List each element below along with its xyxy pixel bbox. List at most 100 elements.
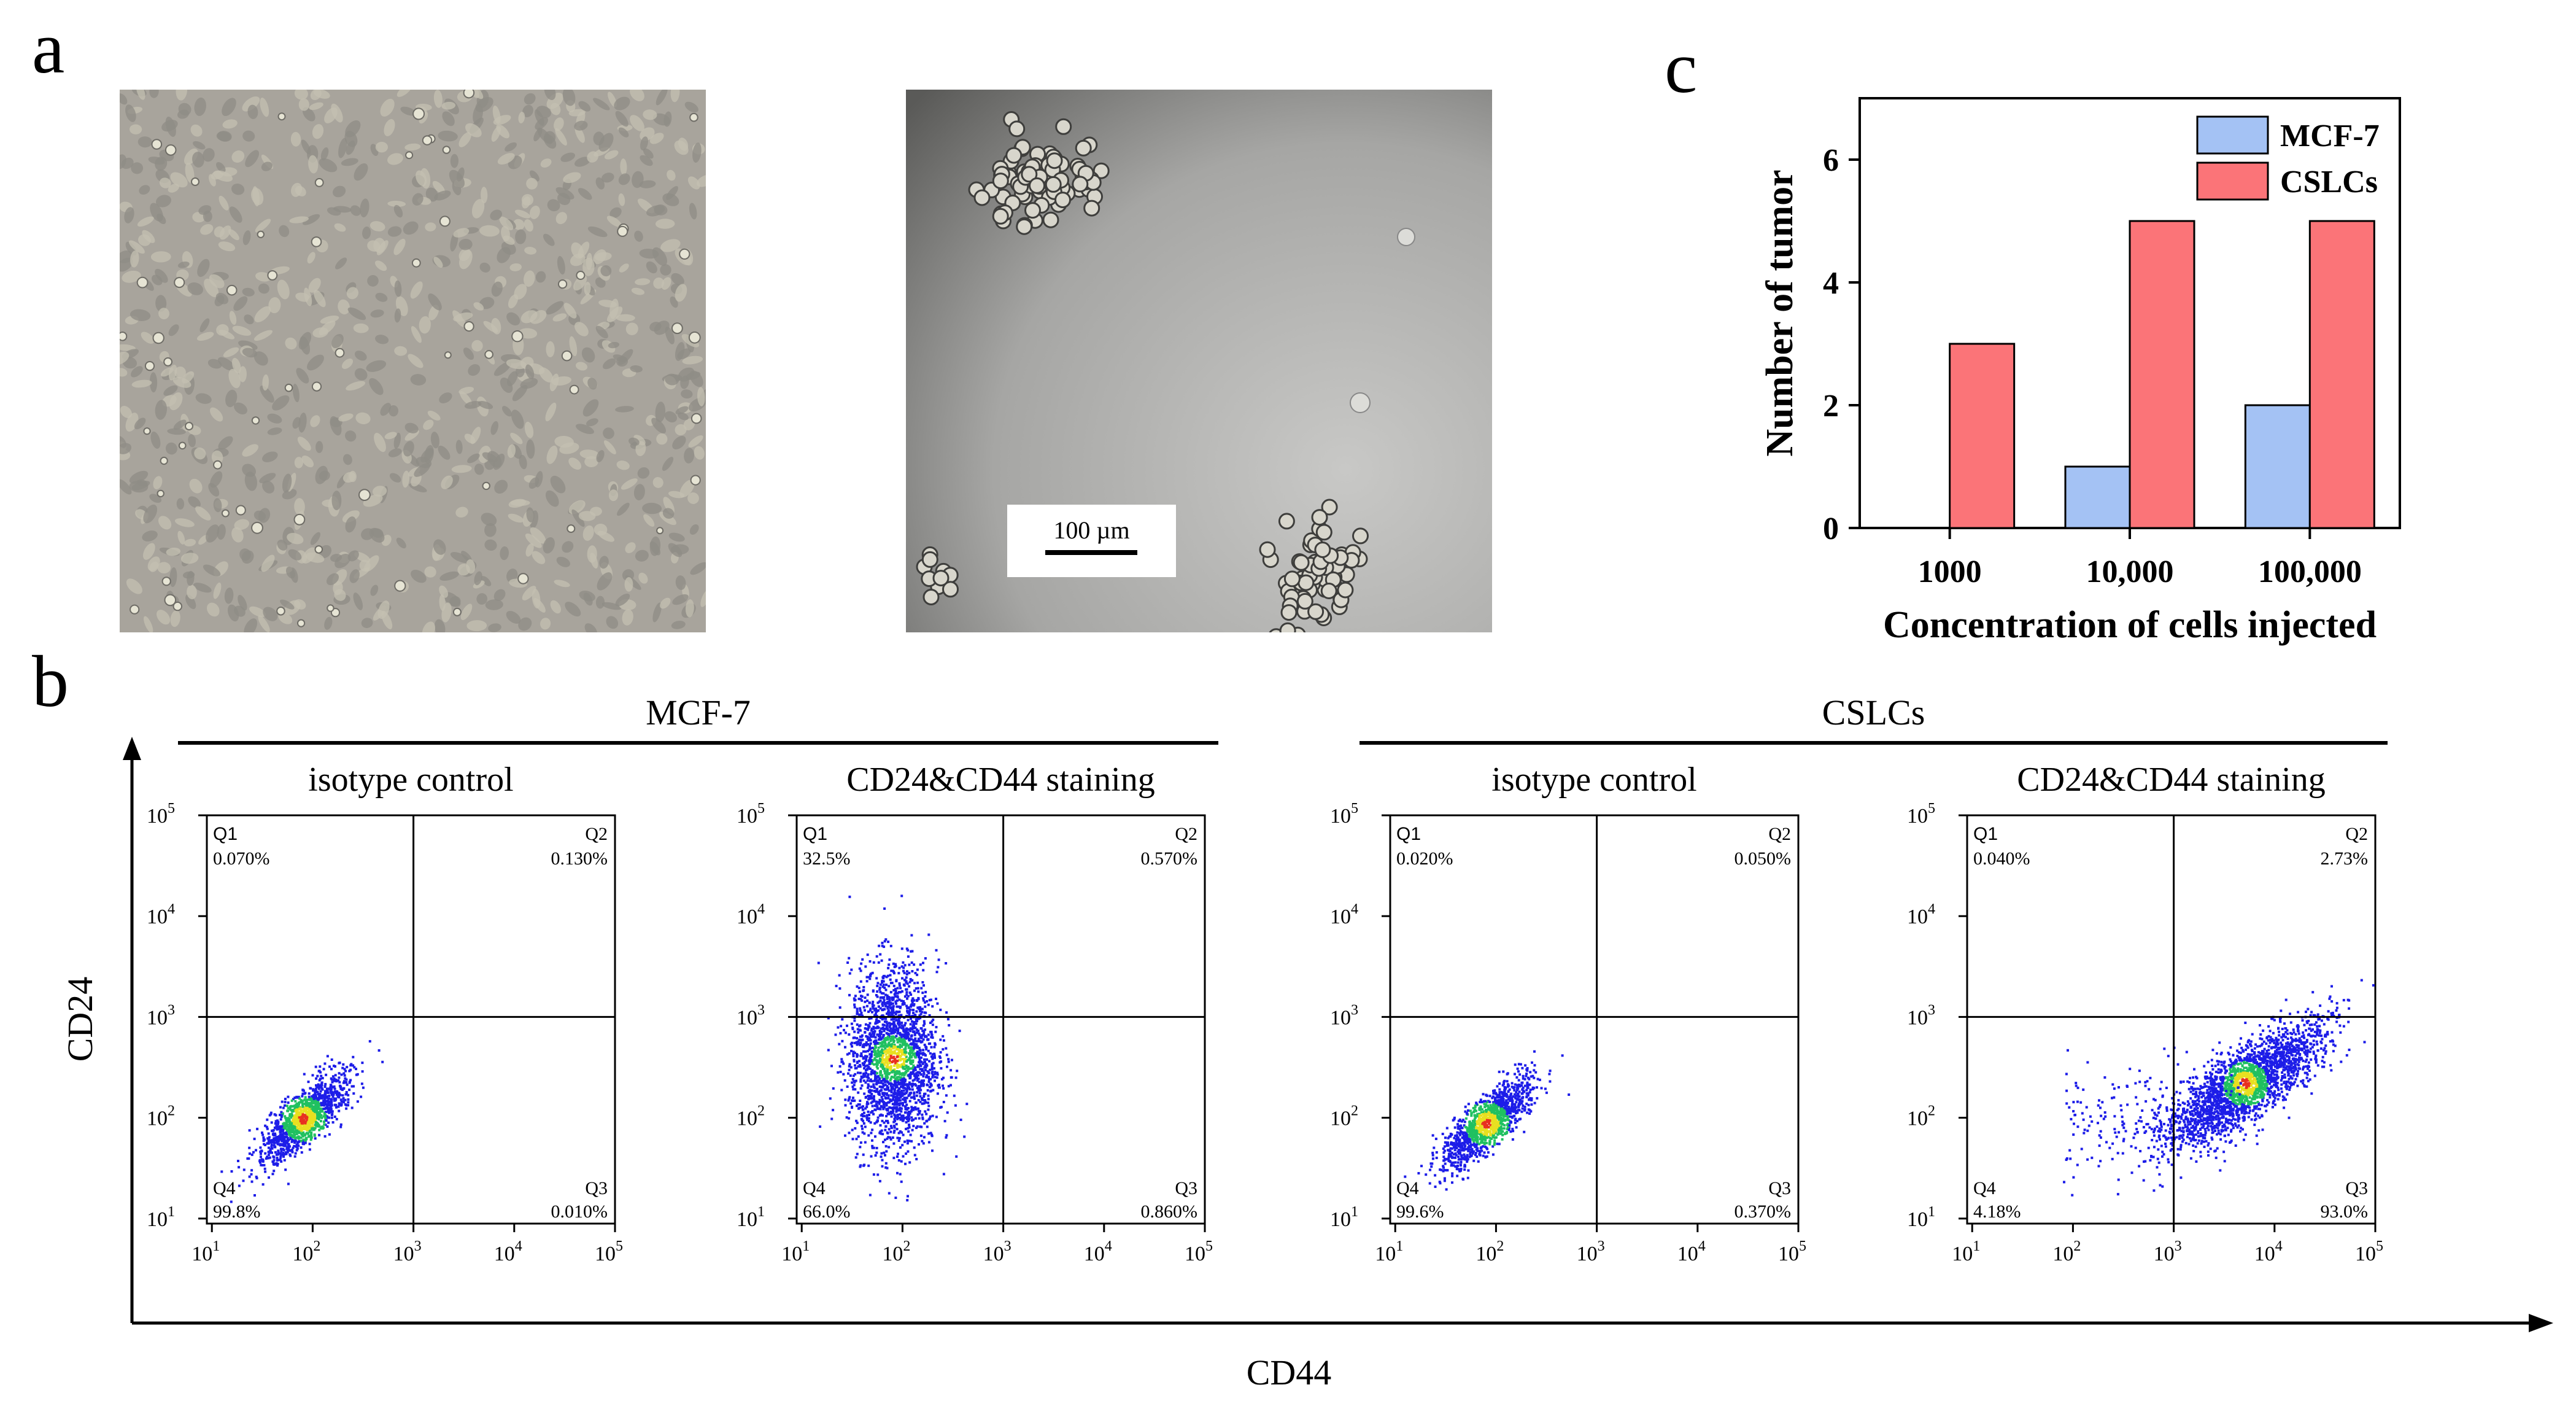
cell (355, 412, 371, 425)
event-dot (1498, 1116, 1501, 1119)
event-dot (269, 1112, 273, 1116)
event-dot (877, 1034, 880, 1038)
event-dot (312, 1089, 315, 1092)
event-dot (912, 1049, 915, 1052)
event-dot (883, 940, 886, 943)
x-tick-label: 101 (781, 1238, 810, 1265)
event-dot (891, 1042, 894, 1046)
event-dot (907, 995, 910, 998)
cell (510, 432, 523, 444)
cell (549, 373, 559, 392)
event-dot (342, 1081, 345, 1084)
event-dot (341, 1089, 344, 1092)
panel-label-b: b (32, 640, 69, 722)
cell (354, 163, 368, 181)
event-dot (898, 1010, 901, 1013)
event-dot (283, 1153, 286, 1155)
event-dot (327, 1104, 330, 1107)
event-dot (314, 1090, 317, 1092)
event-dot (911, 1028, 914, 1030)
cell (342, 510, 360, 523)
event-dot (842, 1073, 845, 1076)
event-dot (912, 1040, 915, 1043)
event-dot (898, 1071, 901, 1074)
event-dot (856, 1007, 859, 1011)
flow-plot: isotype controlQ10.070%Q20.130%Q30.010%Q… (147, 761, 623, 1265)
cell (219, 195, 229, 211)
event-dot (318, 1097, 321, 1100)
event-dot (928, 1085, 931, 1089)
cell (675, 342, 685, 361)
cell (422, 621, 436, 632)
event-dot (915, 1158, 918, 1160)
cell (508, 513, 524, 523)
event-dot (910, 1116, 913, 1119)
cell (597, 572, 613, 591)
event-dot (295, 1132, 298, 1135)
event-dot (1530, 1097, 1533, 1100)
event-dot (927, 1049, 930, 1052)
cell (479, 225, 500, 237)
event-dot (913, 1146, 916, 1149)
cell (158, 308, 169, 320)
event-dot (859, 1165, 862, 1168)
event-dot (931, 1023, 934, 1027)
event-dot (868, 1057, 872, 1060)
event-dot (913, 1066, 916, 1069)
event-dot (858, 1028, 861, 1031)
event-dot (861, 1131, 864, 1134)
event-dot (884, 1166, 888, 1169)
event-dot (910, 1109, 913, 1112)
event-dot (881, 1009, 884, 1012)
event-dot (299, 1122, 302, 1125)
event-dot (859, 1044, 862, 1047)
event-dot (348, 1081, 351, 1084)
event-dot (886, 1120, 889, 1122)
event-dot (874, 1076, 877, 1079)
event-dot (894, 965, 897, 968)
y-tick-exponent: 3 (168, 1002, 175, 1018)
event-dot (861, 1106, 864, 1109)
cell (165, 117, 176, 137)
event-dot (932, 1089, 935, 1092)
event-dot (876, 1021, 879, 1024)
event-dot (887, 1088, 889, 1091)
event-dot (287, 1182, 290, 1186)
event-dot (274, 1146, 276, 1149)
event-dot (899, 1076, 902, 1079)
sphere-cell (1315, 524, 1332, 541)
event-dot (859, 1164, 862, 1167)
event-dot (873, 1009, 876, 1012)
event-dot (900, 1073, 903, 1076)
cell (277, 540, 288, 551)
event-dot (911, 1053, 915, 1056)
event-dot (894, 1114, 897, 1117)
event-dot (277, 1149, 280, 1152)
quadrant-q1-name: Q1 (803, 824, 827, 844)
rounded-cell (558, 279, 568, 289)
event-dot (330, 1114, 333, 1116)
event-dot (888, 1053, 891, 1056)
event-dot (869, 1121, 872, 1124)
event-dot (279, 1118, 282, 1121)
cell (165, 442, 177, 455)
cell (308, 278, 321, 293)
event-dot (261, 1133, 265, 1136)
event-dot (867, 1090, 870, 1093)
event-dot (276, 1143, 279, 1146)
event-dot (914, 1117, 917, 1120)
event-dot (905, 1071, 908, 1074)
cell (675, 575, 686, 590)
event-dot (905, 972, 908, 976)
event-dot (851, 1045, 854, 1048)
event-dot (269, 1151, 273, 1154)
event-dot (887, 966, 890, 969)
cell (667, 169, 676, 181)
rounded-cell (178, 441, 187, 450)
event-dot (934, 1071, 937, 1074)
rounded-cell (463, 90, 475, 99)
cell (232, 325, 252, 336)
cell (410, 281, 423, 299)
event-dot (301, 1135, 304, 1138)
cd44-axis-arrowhead (2529, 1314, 2553, 1332)
